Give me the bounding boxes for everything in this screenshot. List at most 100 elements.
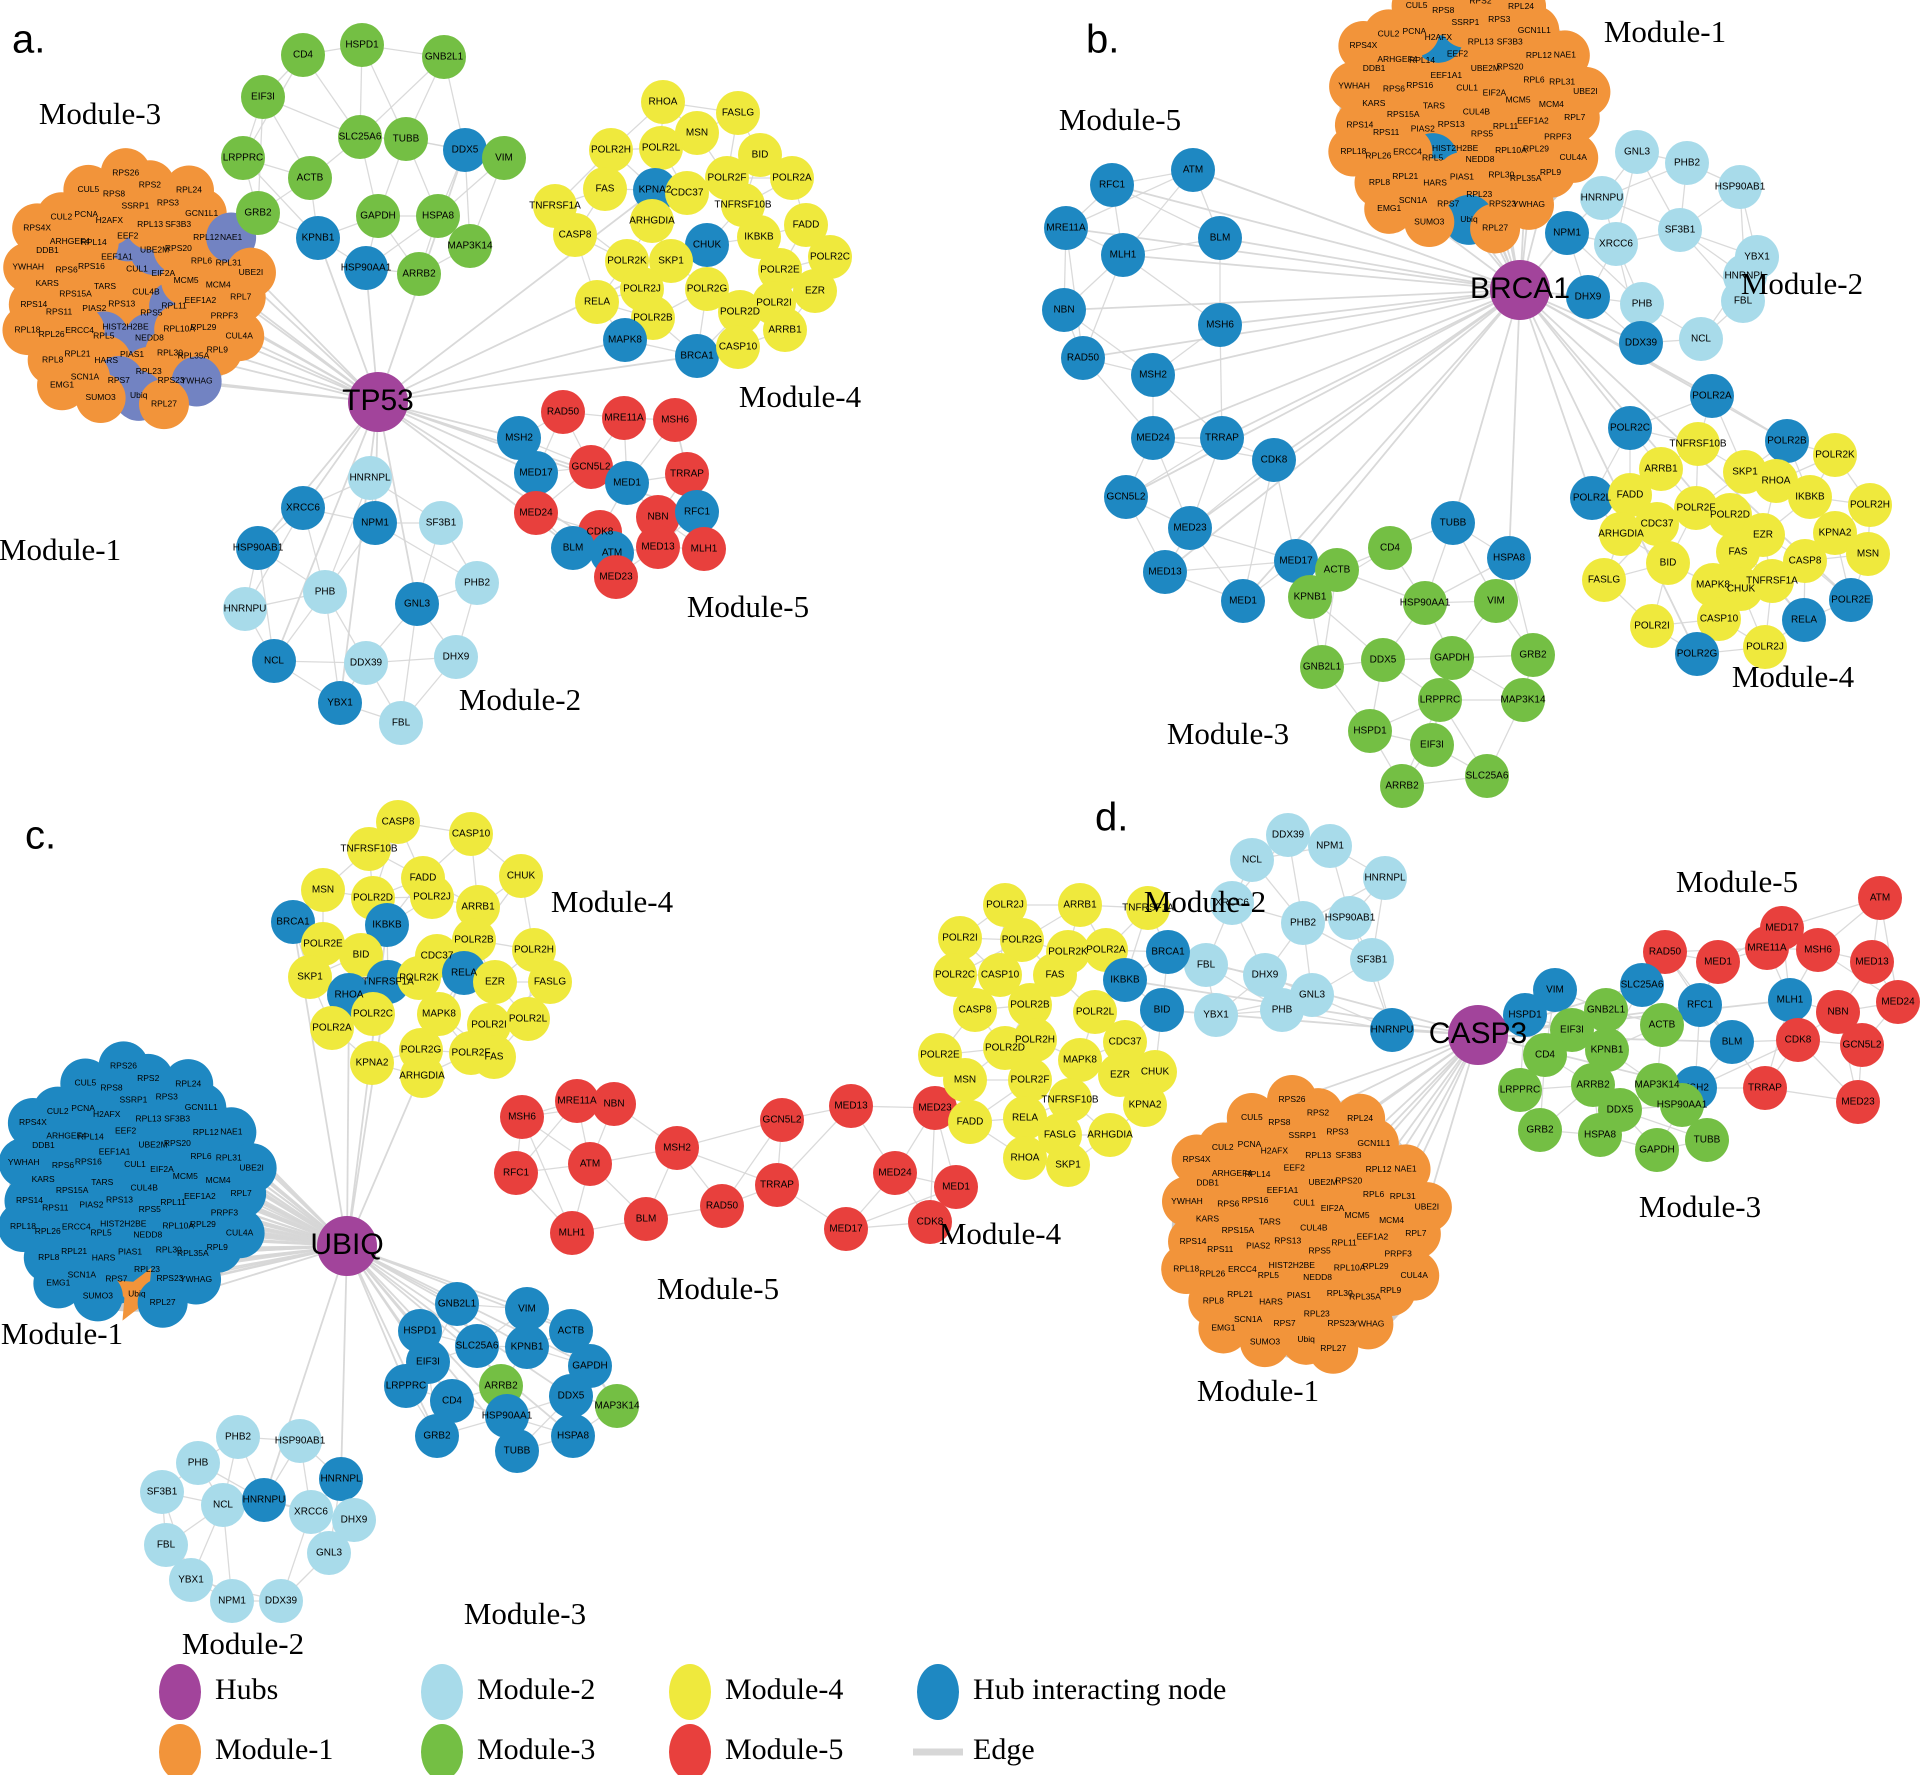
node-label-PIAS2: PIAS2 bbox=[82, 303, 106, 313]
node-DDX39 bbox=[344, 641, 388, 685]
node-label-MED1: MED1 bbox=[942, 1182, 970, 1193]
node-BLM bbox=[1710, 1020, 1754, 1064]
node-POLR2G bbox=[685, 267, 729, 311]
node-label-RPL5: RPL5 bbox=[93, 331, 115, 341]
node-MED1 bbox=[1221, 579, 1265, 623]
node-label-RPL23: RPL23 bbox=[136, 366, 162, 376]
node-label-RPL23: RPL23 bbox=[1466, 189, 1492, 199]
node-label-RPL23: RPL23 bbox=[1304, 1308, 1330, 1318]
module-label-d-module-5: Module-5 bbox=[1676, 864, 1798, 899]
node-label-CUL4B: CUL4B bbox=[1463, 106, 1491, 116]
node-label-XRCC6: XRCC6 bbox=[286, 503, 320, 514]
node-YWHAG bbox=[1343, 1299, 1394, 1350]
node-NAE1 bbox=[1380, 1144, 1431, 1195]
node-RPS26 bbox=[100, 148, 151, 199]
node-label-NEDD8: NEDD8 bbox=[133, 1229, 162, 1239]
legend-swatch-module-2 bbox=[421, 1664, 463, 1720]
node-label-H2AFX: H2AFX bbox=[96, 215, 124, 225]
node-ATM bbox=[1171, 148, 1215, 192]
node-label-ARRB2: ARRB2 bbox=[1385, 781, 1419, 792]
module-label-a-module-1: Module-1 bbox=[0, 532, 121, 567]
node-label-RPS4X: RPS4X bbox=[1183, 1154, 1211, 1164]
node-BLM bbox=[1198, 216, 1242, 260]
hub-edge bbox=[377, 401, 418, 605]
node-label-SF3B3: SF3B3 bbox=[1335, 1150, 1361, 1160]
node-label-RPL31: RPL31 bbox=[1549, 76, 1575, 86]
hub-edge bbox=[273, 401, 379, 662]
node-label-NAE1: NAE1 bbox=[220, 1127, 242, 1137]
node-label-ARHGDIA: ARHGDIA bbox=[1598, 529, 1644, 540]
node-label-PRPF3: PRPF3 bbox=[1385, 1249, 1413, 1259]
node-label-POLR2B: POLR2B bbox=[633, 313, 673, 324]
node-label-EEF2: EEF2 bbox=[117, 231, 139, 241]
node-MED17 bbox=[514, 451, 558, 495]
node-TNFRSF1A bbox=[1750, 559, 1794, 603]
node-label-GCN1L1: GCN1L1 bbox=[185, 1102, 218, 1112]
node-BID bbox=[339, 933, 383, 977]
node-label-RPS26: RPS26 bbox=[112, 167, 139, 177]
node-label-CDK8: CDK8 bbox=[1261, 455, 1288, 466]
node-KPNB1 bbox=[1585, 1028, 1629, 1072]
node-label-NEDD8: NEDD8 bbox=[1466, 154, 1495, 164]
legend-swatch-module-5 bbox=[669, 1724, 711, 1775]
node-RPL18 bbox=[0, 1201, 48, 1252]
node-label-ACTB: ACTB bbox=[1649, 1020, 1676, 1031]
node-label-NPM1: NPM1 bbox=[1316, 841, 1344, 852]
node-MED13 bbox=[1850, 940, 1894, 984]
node-label-POLR2G: POLR2G bbox=[1002, 935, 1043, 946]
node-label-RPS4X: RPS4X bbox=[23, 223, 51, 233]
node-label-RPL12: RPL12 bbox=[193, 232, 219, 242]
node-label-RPL30: RPL30 bbox=[157, 347, 183, 357]
node-label-NBN: NBN bbox=[1053, 305, 1074, 316]
panel-d-nodes: CUL4B RPS13 CUL1 RPS5 TARS EIF2A HIST2H2BE EEF1… bbox=[918, 796, 1920, 1408]
node-DDX5 bbox=[443, 128, 487, 172]
panel-c: CUL4B RPS13 CUL1 RPS5 TARS EIF2A HIST2H2BE EEF1… bbox=[0, 800, 978, 1661]
panel-b-nodes: CUL4B RPS13 CUL1 RPS5 TARS EIF2A HIST2H2BE EEF1… bbox=[1042, 0, 1892, 808]
node-label-RPL35A: RPL35A bbox=[177, 1248, 209, 1258]
node-label-RPS2: RPS2 bbox=[139, 180, 161, 190]
node-label-IKBKB: IKBKB bbox=[1795, 492, 1825, 503]
node-TUBB bbox=[1685, 1118, 1729, 1162]
node-label-CDK8: CDK8 bbox=[1785, 1035, 1812, 1046]
node-label-RPS7: RPS7 bbox=[1273, 1318, 1295, 1328]
node-label-POLR2B: POLR2B bbox=[454, 935, 494, 946]
node-label-RPS6: RPS6 bbox=[1217, 1199, 1239, 1209]
node-EIF3I bbox=[1410, 723, 1454, 767]
node-label-HNRNPU: HNRNPU bbox=[1371, 1025, 1414, 1036]
node-label-FADD: FADD bbox=[410, 873, 437, 884]
node-MSN bbox=[675, 111, 719, 155]
node-FADD bbox=[784, 203, 828, 247]
node-label-SCN1A: SCN1A bbox=[71, 372, 100, 382]
node-TNFRSF10B bbox=[1676, 422, 1720, 466]
node-label-RPL13: RPL13 bbox=[1468, 36, 1494, 46]
node-label-HNRNPL: HNRNPL bbox=[1724, 271, 1766, 282]
node-SLC25A6 bbox=[1465, 754, 1509, 798]
node-label-RHOA: RHOA bbox=[649, 97, 678, 108]
node-MED1 bbox=[605, 461, 649, 505]
node-label-POLR2C: POLR2C bbox=[810, 252, 850, 263]
node-label-POLR2L: POLR2L bbox=[1573, 493, 1612, 504]
module-label-b-module-3: Module-3 bbox=[1167, 716, 1289, 751]
node-SUMO3 bbox=[1404, 197, 1455, 248]
node-label-MAPK8: MAPK8 bbox=[608, 335, 642, 346]
module-label-a-module-3: Module-3 bbox=[39, 96, 161, 131]
node-label-EEF1A1: EEF1A1 bbox=[1430, 70, 1462, 80]
node-label-DDX5: DDX5 bbox=[1370, 655, 1397, 666]
node-label-GAPDH: GAPDH bbox=[572, 1361, 608, 1372]
node-label-RPL14: RPL14 bbox=[1409, 55, 1435, 65]
node-label-RPL13: RPL13 bbox=[1305, 1150, 1331, 1160]
node-FBL bbox=[144, 1523, 188, 1567]
node-POLR2L bbox=[1073, 990, 1117, 1034]
module-label-c-module-1: Module-1 bbox=[1, 1316, 123, 1351]
node-POLR2E bbox=[301, 922, 345, 966]
node-label-CUL5: CUL5 bbox=[78, 184, 100, 194]
node-label-XRCC6: XRCC6 bbox=[1215, 898, 1249, 909]
panel-b-module-4-cluster: POLR2A POLR2C TNFRSF10B POLR2B POLR2K ARRB1 SK… bbox=[1570, 374, 1892, 676]
node-label-CHUK: CHUK bbox=[507, 871, 536, 882]
node-HNRNPU bbox=[223, 587, 267, 631]
panel-a-module-3-cluster: CD4 HSPD1 GNB2L1 EIF3I SLC25A6 TUBB DDX5 VIM LRP… bbox=[221, 23, 526, 296]
node-RPL27 bbox=[137, 1277, 188, 1328]
node-label-POLR2I: POLR2I bbox=[1634, 621, 1670, 632]
node-label-EIF2A: EIF2A bbox=[1321, 1203, 1345, 1213]
